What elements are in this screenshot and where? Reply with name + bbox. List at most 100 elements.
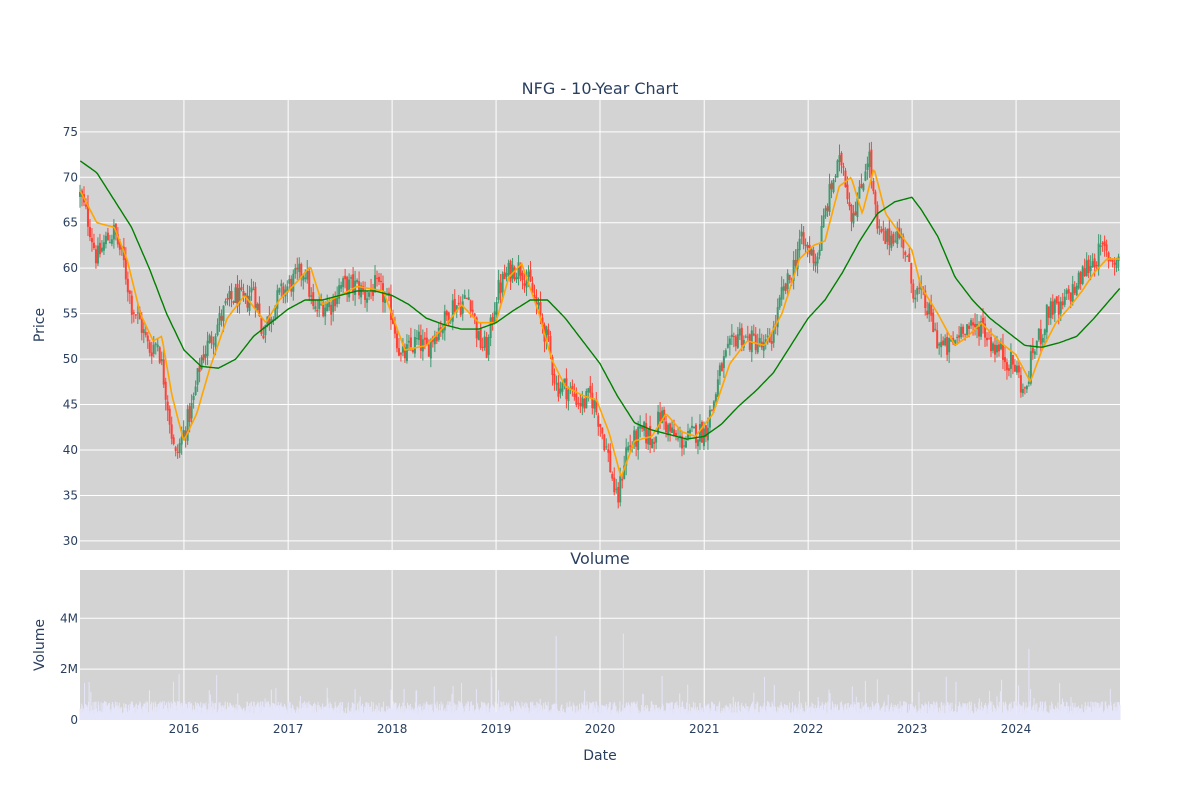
candle-body [1025,386,1028,390]
volume-bar [1046,711,1048,720]
volume-bar [727,706,729,720]
volume-bar [588,708,590,720]
volume-bar [179,701,181,720]
candle-body [274,305,277,321]
candle-body [692,426,695,429]
volume-bar [939,710,941,720]
volume-bar [170,707,172,720]
candle-body [1009,351,1012,369]
volume-bar [489,712,491,720]
volume-bar [287,710,289,720]
volume-bar [551,713,553,720]
volume-bar [1079,708,1081,720]
volume-bar [919,708,921,720]
volume-bar [512,711,514,720]
volume-bar [660,712,662,720]
volume-bar [118,709,120,720]
candle-body [445,310,448,316]
volume-bar [254,713,256,720]
volume-bar [976,711,978,720]
volume-bar [335,705,337,720]
volume-bar [769,706,771,720]
volume-bar [141,713,143,720]
volume-bar [88,681,90,720]
volume-bar [127,712,129,720]
volume-bar [216,711,218,720]
volume-bar [601,704,603,720]
volume-bar [908,704,910,720]
candle-body [234,287,237,303]
volume-bar [1063,701,1065,720]
volume-bar [258,707,260,720]
volume-bar [327,703,329,720]
candle-body [553,374,556,384]
volume-bar [1041,704,1043,720]
candle-body [728,338,731,345]
volume-bar [91,710,93,720]
volume-bar [670,701,672,720]
volume-bar [347,706,349,720]
candle-body [563,378,566,383]
volume-bar [471,704,473,720]
volume-bar [373,711,375,720]
volume-bar [564,711,566,720]
volume-bar [946,704,948,720]
volume-bar [865,705,867,720]
volume-bar [469,710,471,720]
volume-bar [502,709,504,720]
volume-bar [563,708,565,720]
volume-bar [245,710,247,720]
candle-body [663,409,666,420]
volume-bar [114,709,116,720]
candle-body [467,297,470,301]
volume-bar [243,707,245,720]
volume-bar [482,702,484,720]
volume-bar [334,709,336,720]
volume-bar [297,707,299,720]
volume-bar [136,712,138,720]
volume-bar [998,701,1000,720]
volume-bar [752,701,754,720]
volume-bar [574,712,576,720]
candle-body [1115,258,1118,269]
volume-bar [658,706,660,720]
volume-bar [1000,710,1002,720]
candle-body [318,300,321,310]
volume-bar [130,706,132,720]
candle-body [399,353,402,355]
candle-body [336,296,339,305]
volume-bar [326,687,328,720]
volume-bar [109,702,111,720]
volume-bar [515,710,517,720]
volume-bar [680,712,682,720]
volume-bar [643,710,645,720]
candle-body [228,290,231,299]
volume-bar [92,702,94,720]
volume-bar [527,706,529,720]
volume-bar [261,701,263,720]
volume-bar [364,707,366,720]
volume-bar [224,701,226,720]
candle-body [96,245,99,264]
candle-body [328,302,331,308]
volume-bar [205,712,207,720]
volume-bar [286,710,288,720]
volume-bar [516,701,518,720]
candle-body [525,280,528,288]
candle-body [1041,337,1044,343]
volume-bar [117,708,119,720]
volume-bar [852,706,854,720]
volume-bar [1098,707,1100,720]
volume-bar [352,712,354,720]
candle-body [491,316,494,324]
x-tick-label: 2021 [689,722,720,736]
candle-body [681,436,684,449]
candle-body [916,288,919,295]
candle-body [547,329,550,335]
volume-bar [522,706,524,720]
candle-body [1107,252,1110,262]
volume-bar [580,708,582,720]
volume-bar [803,712,805,720]
volume-bar [770,708,772,720]
volume-bar [286,713,288,720]
